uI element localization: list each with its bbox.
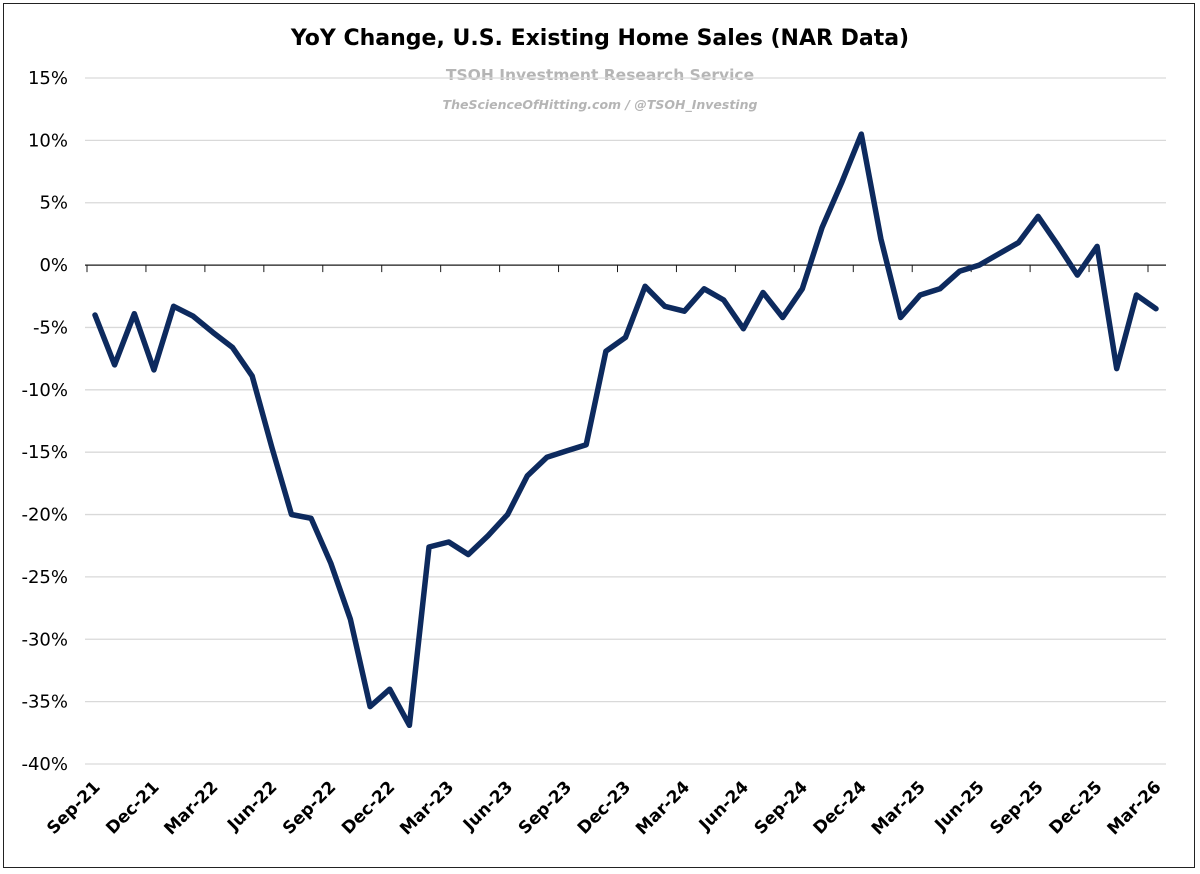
y-tick-label: -25%: [21, 567, 68, 588]
y-tick-label: 15%: [28, 68, 68, 89]
chart-attribution: TheScienceOfHitting.com / @TSOH_Investin…: [443, 97, 758, 113]
x-tick-label: Jun-22: [223, 777, 281, 835]
y-tick-label: -20%: [21, 505, 68, 526]
y-tick-label: 10%: [28, 130, 68, 151]
y-tick-label: -10%: [21, 380, 68, 401]
x-tick-label: Sep-25: [986, 777, 1047, 838]
series-line: [92, 131, 1159, 729]
y-tick-label: 0%: [39, 255, 68, 276]
x-tick-label: Mar-26: [1104, 777, 1166, 839]
chart-subtitle: TSOH Investment Research Service: [446, 66, 754, 84]
x-tick-label: Sep-22: [279, 777, 340, 838]
x-tick-label: Mar-24: [632, 777, 694, 839]
x-tick-label: Jun-25: [931, 777, 989, 835]
y-tick-label: -35%: [21, 692, 68, 713]
x-tick-label: Dec-23: [574, 777, 635, 838]
y-tick-label: -40%: [21, 754, 68, 775]
y-tick-label: -15%: [21, 442, 68, 463]
y-tick-label: -5%: [33, 317, 68, 338]
x-tick-label: Dec-22: [338, 777, 399, 838]
chart-title: YoY Change, U.S. Existing Home Sales (NA…: [290, 26, 909, 51]
x-tick-label: Dec-24: [810, 777, 871, 838]
x-tick-label: Sep-23: [515, 777, 576, 838]
x-tick-label: Mar-23: [396, 777, 458, 839]
x-tick-label: Dec-25: [1045, 777, 1106, 838]
x-tick-label: Jun-23: [459, 777, 517, 835]
y-tick-label: -30%: [21, 629, 68, 650]
x-tick-label: Jun-24: [695, 777, 753, 835]
y-tick-label: 5%: [39, 193, 68, 214]
chart-frame: [3, 3, 1195, 868]
x-tick-label: Mar-25: [868, 777, 930, 839]
x-tick-label: Mar-22: [161, 777, 223, 839]
x-tick-label: Sep-21: [43, 777, 104, 838]
x-tick-label: Dec-21: [102, 777, 163, 838]
x-tick-label: Sep-24: [751, 777, 812, 838]
